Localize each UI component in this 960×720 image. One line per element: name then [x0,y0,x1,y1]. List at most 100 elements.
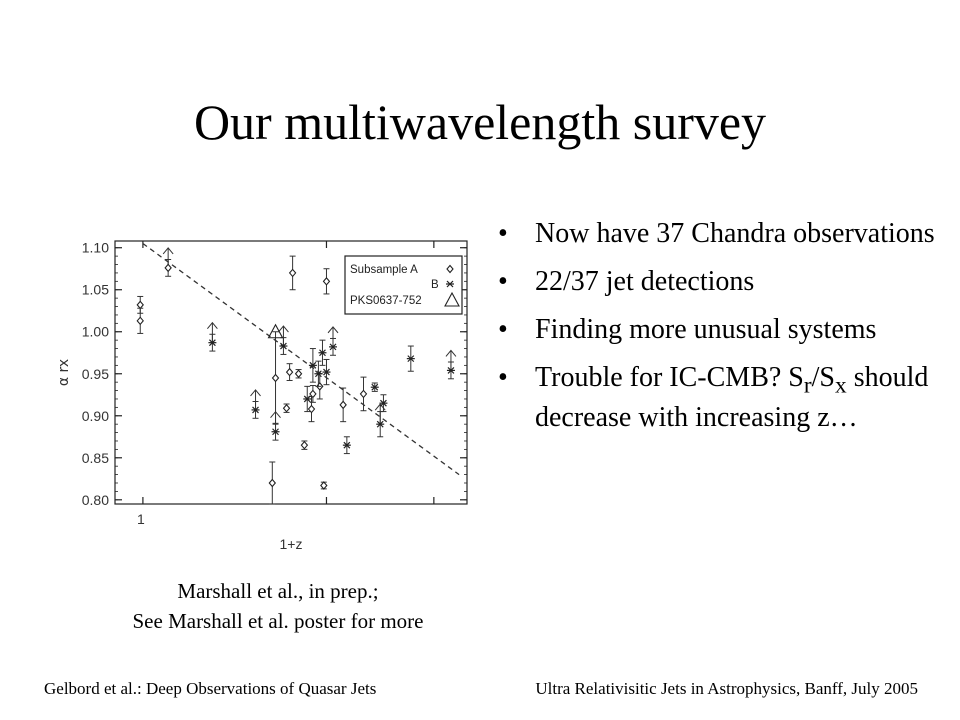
asterisk-marker [342,441,351,449]
asterisk-marker-stroke [323,368,330,376]
bullet-text: 22/37 jet detections [535,266,755,297]
legend-label: Subsample A [350,264,418,276]
asterisk-marker [446,366,455,374]
asterisk-marker [376,420,385,428]
asterisk-marker-stroke [371,383,379,391]
bullet-text: Finding more unusual systems [535,314,877,345]
diamond-marker [285,367,294,377]
upper-limit-arrowhead [327,326,339,334]
asterisk-marker [314,370,323,378]
diamond-marker [307,404,316,414]
y-tick-label: 1.00 [82,324,109,340]
bullet-list: • Now have 37 Chandra observations • 22/37… [498,218,938,450]
asterisk-marker [303,395,312,403]
diamond-marker [282,403,291,413]
trend-line [142,242,460,476]
bullet-text: Trouble for IC-CMB? Sr/Sx should decreas… [535,362,928,433]
upper-limit-arrowhead [162,247,174,255]
legend-triangle-marker [444,291,460,307]
asterisk-marker-stroke [447,366,455,374]
bullet-text-part: Trouble for IC-CMB? S [535,362,804,393]
y-tick-label: 0.85 [82,450,109,466]
bullet-item: • 22/37 jet detections [498,266,938,298]
caption-line-2: See Marshall et al. poster for more [132,609,424,633]
y-tick-label: 1.05 [82,282,109,298]
asterisk-marker-stroke [208,339,216,347]
subscript-r: r [803,372,812,399]
bullet-icon: • [498,266,508,297]
asterisk-marker [370,383,379,391]
asterisk-marker [279,342,288,350]
asterisk-marker-stroke [343,441,351,449]
asterisk-marker-stroke [303,395,311,403]
bullet-text-part: should decrease with increasing z… [535,362,929,433]
legend-box [344,255,463,315]
alpha-rx-plot-svg: 1.10 1.05 1.00 0.95 0.90 0.85 0.80 1 1+z α rx Subs… [60,240,468,552]
asterisk-marker-stroke [380,399,387,407]
asterisk-marker-stroke [252,406,259,414]
y-axis-label: α rx [60,359,72,386]
footer-authors: Gelbord et al.: Deep Observations of Qua… [44,679,377,698]
upper-limit-arrowhead [445,349,457,357]
asterisk-marker [406,355,415,363]
asterisk-marker-stroke [329,343,337,351]
x-tick-label: 1 [137,511,145,527]
asterisk-marker [322,368,331,376]
asterisk-marker-stroke [376,420,384,428]
slide-title: Our multiwavelength survey [193,94,767,150]
diamond-marker [359,389,368,399]
triangle-marker [267,323,284,339]
diamond-marker [322,276,331,286]
bullet-item: • Trouble for IC-CMB? Sr/Sx should decrea… [498,362,938,434]
asterisk-marker-stroke [309,361,317,369]
asterisk-marker [379,399,388,407]
diamond-marker [271,373,280,383]
bullet-text: Now have 37 Chandra observations [535,218,935,249]
upper-limit-arrowhead [207,321,218,329]
bullet-item: • Finding more unusual systems [498,314,938,346]
x-axis-label: 1+z [280,536,303,552]
diamond-marker [136,316,144,326]
upper-limit-arrowhead [278,325,289,333]
asterisk-marker [329,343,338,351]
legend-label: B [431,279,439,291]
bullet-icon: • [498,314,508,345]
diamond-marker [294,369,303,379]
y-tick-label: 0.90 [82,408,109,424]
bullet-icon: • [498,218,508,249]
y-tick-label: 0.95 [82,366,109,382]
diamond-marker [164,263,172,273]
diamond-marker [339,400,347,410]
y-tick-label: 0.80 [82,492,109,508]
asterisk-marker [318,349,327,357]
asterisk-marker-stroke [407,355,415,363]
legend-diamond-marker [446,264,454,274]
alpha-rx-plot: 1.10 1.05 1.00 0.95 0.90 0.85 0.80 1 1+z α rx Subs… [60,236,480,556]
asterisk-marker [251,406,260,414]
asterisk-marker-stroke [280,342,287,350]
asterisk-marker-stroke [319,349,326,357]
subscript-x: x [835,372,847,399]
asterisk-marker-stroke [272,428,279,436]
bullet-text-part: /S [811,362,836,393]
figure-caption: Marshall et al., in prep.; See Marshall … [88,576,468,636]
legend-asterisk-marker-stroke [446,280,454,288]
diamond-marker [136,300,144,310]
diamond-marker [320,481,328,490]
upper-limit-arrowhead [250,389,261,397]
bullet-icon: • [498,362,508,393]
y-tick-label: 1.10 [82,240,109,256]
diamond-marker [300,440,309,450]
asterisk-marker [208,339,217,347]
diamond-marker [288,268,297,278]
caption-line-1: Marshall et al., in prep.; [177,579,379,603]
bullet-item: • Now have 37 Chandra observations [498,218,938,250]
legend-asterisk-marker [446,280,454,288]
asterisk-marker [308,361,317,369]
asterisk-marker [271,428,280,436]
asterisk-marker-stroke [314,370,322,378]
footer-conference: Ultra Relativisitic Jets in Astrophysics… [535,679,918,698]
legend-label: PKS0637-752 [350,295,422,307]
upper-limit-arrowhead [270,410,281,419]
plot-frame [114,240,468,505]
